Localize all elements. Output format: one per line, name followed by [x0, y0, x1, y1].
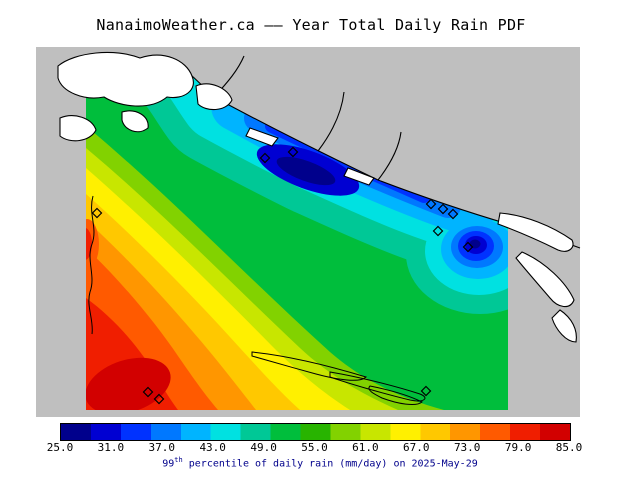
colorbar-tick-label: 73.0 [453, 441, 481, 454]
figure-title: NanaimoWeather.ca —— Year Total Daily Ra… [96, 16, 526, 34]
caption-number: 99 [162, 458, 175, 470]
station-marker-icon [447, 208, 459, 220]
colorbar-tick-label: 85.0 [555, 441, 583, 454]
colorbar-tick-label: 43.0 [199, 441, 226, 454]
colorbar-tick-label: 67.0 [403, 441, 430, 454]
colorbar-tick-label: 37.0 [148, 441, 176, 454]
colorbar-tick-label: 31.0 [97, 441, 125, 454]
station-marker-icon [425, 198, 437, 210]
station-marker-icon [420, 385, 432, 397]
station-marker-icon [142, 386, 154, 398]
station-marker-icon [432, 225, 444, 237]
colorbar [60, 423, 571, 441]
station-marker-icon [462, 241, 474, 253]
station-marker-icon [153, 393, 165, 405]
island-shapes [57, 51, 577, 343]
colorbar-tick-label: 61.0 [352, 441, 379, 454]
station-marker-icon [287, 146, 299, 158]
island-outlines [88, 195, 426, 406]
station-marker-icon [91, 207, 103, 219]
colorbar-tick-label: 55.0 [301, 441, 328, 454]
caption-superscript: th [174, 456, 183, 464]
figure-caption: 99th percentile of daily rain (mm/day) o… [0, 456, 640, 469]
caption-text: percentile of daily rain (mm/day) on 202… [182, 458, 478, 470]
station-marker-icon [437, 203, 449, 215]
station-marker-icon [259, 152, 271, 164]
colorbar-tick-labels: 25.0 31.0 37.0 43.0 49.0 55.0 61.0 67.0 73.0 79.0… [47, 441, 583, 454]
colorbar-tick-label: 49.0 [250, 441, 277, 454]
station-markers [91, 146, 474, 405]
colorbar-tick-label: 79.0 [504, 441, 532, 454]
colorbar-tick-label: 25.0 [46, 441, 74, 454]
